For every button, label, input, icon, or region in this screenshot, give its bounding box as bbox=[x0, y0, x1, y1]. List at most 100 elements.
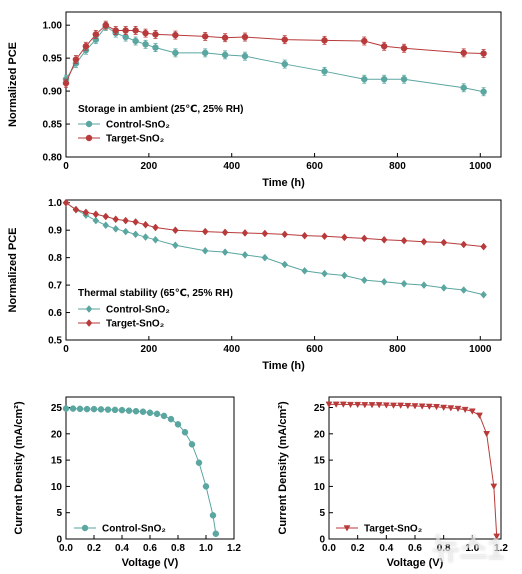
data-point bbox=[493, 533, 501, 540]
data-point bbox=[188, 441, 196, 448]
legend-marker bbox=[343, 525, 351, 532]
legend-entry: Target-SnO₂ bbox=[106, 319, 164, 330]
y-tick-label: 5 bbox=[56, 508, 62, 519]
data-point bbox=[202, 483, 210, 490]
data-point bbox=[209, 512, 217, 519]
chart-panel-4: 0.0 0.2 0.4 0.6 0.8 1.0 1.2 0 5 10 15 20 25 Voltage (… bbox=[277, 396, 508, 569]
data-point bbox=[425, 403, 433, 410]
data-point bbox=[160, 412, 168, 420]
data-point bbox=[440, 404, 448, 412]
data-point bbox=[411, 403, 419, 410]
data-point bbox=[122, 227, 129, 236]
data-point bbox=[174, 421, 182, 428]
x-axis-title: Time (h) bbox=[262, 360, 305, 372]
data-point bbox=[201, 33, 209, 40]
legend: Target-SnO₂ bbox=[336, 524, 422, 535]
y-tick-label: 0 bbox=[56, 535, 62, 546]
y-axis-title: Current Density (mA/cm²) bbox=[277, 401, 289, 535]
legend: Control-SnO₂ bbox=[74, 524, 166, 535]
x-tick-label: 200 bbox=[141, 161, 158, 172]
data-point bbox=[152, 44, 159, 51]
data-point bbox=[281, 230, 289, 239]
legend-entry: Control-SnO₂ bbox=[106, 120, 170, 131]
y-tick-label: 25 bbox=[314, 403, 326, 414]
data-point bbox=[483, 431, 491, 438]
data-point bbox=[97, 406, 105, 413]
data-point bbox=[361, 75, 368, 83]
data-point bbox=[62, 405, 70, 412]
data-point bbox=[201, 49, 209, 57]
data-point bbox=[241, 251, 249, 259]
data-point bbox=[201, 246, 209, 255]
data-point bbox=[152, 31, 159, 38]
x-tick-label: 1.2 bbox=[494, 543, 508, 554]
data-point bbox=[380, 235, 388, 244]
data-point bbox=[460, 240, 468, 249]
data-point bbox=[112, 215, 120, 224]
data-point bbox=[122, 33, 129, 41]
x-tick-label: 0.6 bbox=[408, 543, 422, 554]
series-2 bbox=[62, 20, 487, 88]
data-point bbox=[69, 405, 77, 412]
data-point bbox=[460, 49, 467, 57]
data-point bbox=[461, 406, 469, 414]
data-point bbox=[332, 401, 340, 408]
x-tick-label: 0.4 bbox=[379, 543, 393, 554]
y-tick-label: 0.90 bbox=[43, 87, 63, 98]
x-tick-label: 200 bbox=[141, 344, 158, 355]
data-point bbox=[418, 403, 426, 410]
data-point bbox=[132, 230, 139, 239]
x-tick-label: 800 bbox=[389, 161, 406, 172]
data-point bbox=[212, 530, 220, 537]
chart-panel-3: 0.0 0.2 0.4 0.6 0.8 1.0 1.2 0 5 10 15 20 25 Voltage (… bbox=[13, 396, 241, 569]
data-point bbox=[152, 235, 159, 244]
data-point bbox=[301, 231, 308, 240]
chart-panel-1: 0 200 400 600 800 1000 0.80 0.85 0.90 0.95 1.00 Tim… bbox=[7, 11, 502, 189]
data-point bbox=[132, 407, 140, 415]
data-point bbox=[241, 33, 249, 41]
y-tick-label: 10 bbox=[51, 482, 63, 493]
data-point bbox=[83, 405, 91, 413]
legend-entry: Control-SnO₂ bbox=[102, 524, 166, 535]
data-point bbox=[172, 49, 179, 57]
data-point bbox=[380, 277, 388, 286]
x-tick-label: 1.0 bbox=[465, 543, 479, 554]
data-point bbox=[390, 402, 397, 409]
data-point bbox=[92, 210, 100, 219]
x-tick-label: 1.0 bbox=[199, 543, 213, 554]
y-tick-label: 5 bbox=[319, 508, 325, 519]
data-point bbox=[167, 415, 175, 423]
x-tick-label: 1.2 bbox=[227, 543, 241, 554]
y-tick-label: 1.0 bbox=[48, 198, 62, 209]
data-point bbox=[476, 412, 483, 419]
y-tick-label: 0 bbox=[319, 535, 325, 546]
data-point bbox=[181, 428, 189, 436]
data-point bbox=[132, 27, 139, 34]
data-point bbox=[142, 29, 149, 37]
data-point bbox=[201, 227, 209, 236]
data-point bbox=[281, 60, 288, 68]
data-point bbox=[404, 402, 412, 410]
y-tick-label: 15 bbox=[51, 456, 63, 467]
y-tick-label: 20 bbox=[314, 429, 326, 440]
legend-entry: Control-SnO₂ bbox=[106, 305, 170, 316]
data-point bbox=[221, 51, 229, 59]
data-point bbox=[172, 241, 179, 250]
data-point bbox=[76, 405, 84, 413]
data-point bbox=[400, 45, 408, 52]
data-point bbox=[339, 401, 347, 408]
x-tick-label: 0.0 bbox=[322, 543, 336, 554]
data-point bbox=[125, 407, 133, 414]
legend-marker bbox=[81, 524, 89, 532]
data-point bbox=[321, 68, 328, 75]
y-tick-label: 20 bbox=[51, 429, 63, 440]
x-axis-title: Voltage (V) bbox=[387, 557, 444, 569]
data-point bbox=[354, 401, 362, 409]
x-tick-label: 400 bbox=[223, 161, 240, 172]
series-line bbox=[65, 24, 484, 84]
data-point bbox=[400, 75, 408, 83]
y-axis-title: Normalized PCE bbox=[7, 228, 19, 313]
x-tick-label: 600 bbox=[306, 161, 323, 172]
data-point bbox=[460, 286, 468, 294]
x-tick-label: 0.6 bbox=[143, 543, 157, 554]
